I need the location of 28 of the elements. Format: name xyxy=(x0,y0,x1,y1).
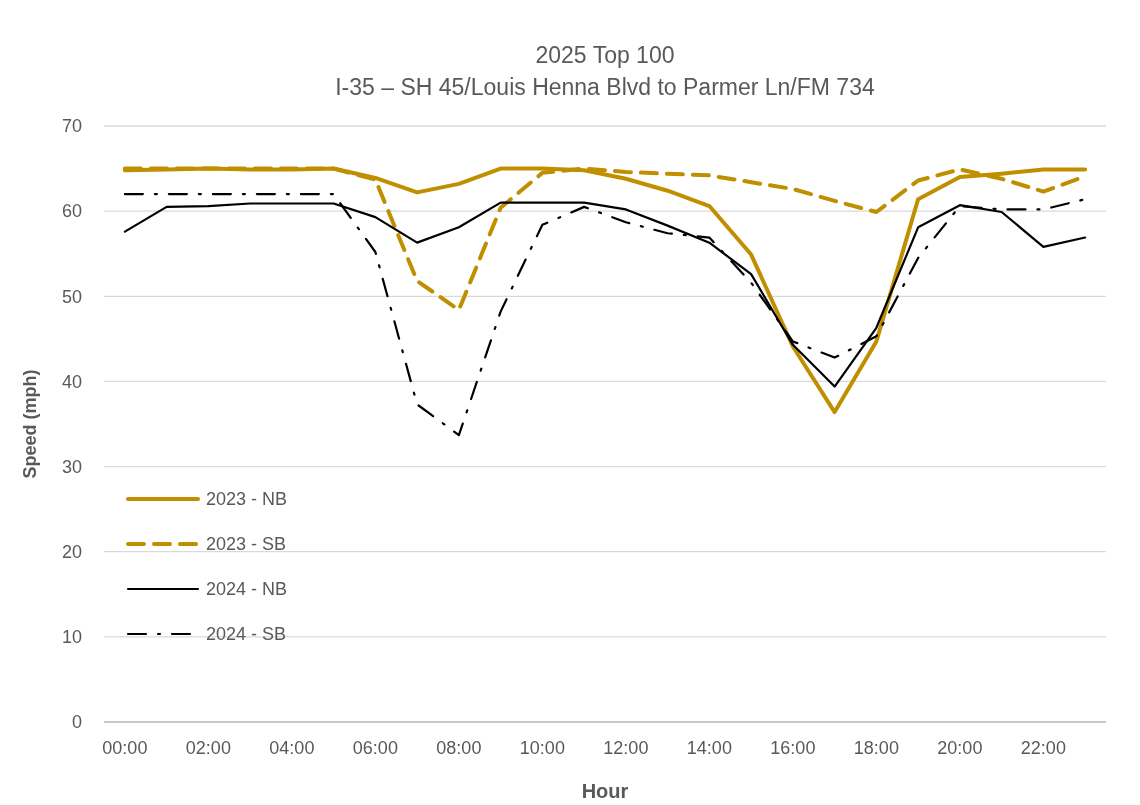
legend-label: 2023 - NB xyxy=(206,489,288,510)
y-tick-label: 10 xyxy=(61,627,82,648)
x-tick-label: 20:00 xyxy=(937,738,983,758)
x-tick-label: 14:00 xyxy=(686,738,732,758)
y-axis-title: Speed (mph) xyxy=(20,369,40,479)
x-tick-label: 02:00 xyxy=(185,738,231,758)
legend-label: 2024 - SB xyxy=(206,624,287,645)
chart-subtitle: I-35 – SH 45/Louis Henna Blvd to Parmer Ln/FM 734 xyxy=(335,74,875,100)
legend-label: 2023 - SB xyxy=(206,534,287,555)
y-tick-label: 40 xyxy=(61,371,82,392)
legend-label: 2024 - NB xyxy=(206,579,288,600)
y-tick-label: 30 xyxy=(61,456,82,477)
y-tick-label: 50 xyxy=(61,286,82,307)
x-tick-label: 22:00 xyxy=(1020,738,1066,758)
x-tick-label: 18:00 xyxy=(853,738,899,758)
x-tick-label: 04:00 xyxy=(269,738,315,758)
x-tick-label: 10:00 xyxy=(519,738,565,758)
y-tick-label: 20 xyxy=(61,542,82,563)
chart-title: 2025 Top 100 xyxy=(535,42,675,68)
x-tick-label: 06:00 xyxy=(352,738,398,758)
y-tick-label: 60 xyxy=(61,201,82,222)
x-tick-label: 12:00 xyxy=(603,738,649,758)
x-axis-title: Hour xyxy=(581,780,629,802)
y-tick-label: 70 xyxy=(61,116,82,137)
x-tick-label: 00:00 xyxy=(102,738,148,758)
x-tick-label: 16:00 xyxy=(770,738,816,758)
x-tick-label: 08:00 xyxy=(436,738,482,758)
y-tick-label: 0 xyxy=(71,712,82,733)
